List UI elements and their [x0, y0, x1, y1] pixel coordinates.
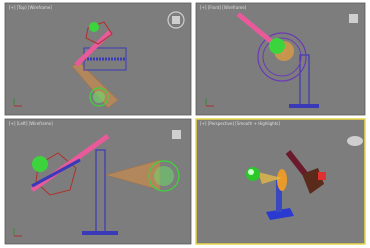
page: [+] [Top] [Wireframe] [+] [Front] [Wiref… — [0, 0, 370, 248]
viewcube[interactable] — [349, 14, 358, 23]
viewport-top[interactable]: [+] [Top] [Wireframe] — [5, 3, 191, 115]
viewcube[interactable] — [172, 130, 181, 139]
viewport-label: [+] [Front] [Wireframe] — [200, 5, 247, 10]
viewport-label: [+] [Left] [Wireframe] — [9, 121, 53, 126]
viewport-label: [+] [Perspective] [Smooth + Highlights] — [200, 121, 280, 126]
viewport-label: [+] [Top] [Wireframe] — [9, 5, 52, 10]
viewport-front[interactable]: [+] [Front] [Wireframe] — [196, 3, 365, 115]
viewport-left[interactable]: [+] [Left] [Wireframe] — [5, 119, 191, 244]
viewcube-face[interactable] — [172, 16, 180, 24]
viewport-layout: [+] [Top] [Wireframe] [+] [Front] [Wiref… — [0, 0, 370, 248]
viewcube[interactable] — [347, 136, 363, 146]
viewport-perspective[interactable]: [+] [Perspective] [Smooth + Highlights] — [196, 119, 365, 244]
